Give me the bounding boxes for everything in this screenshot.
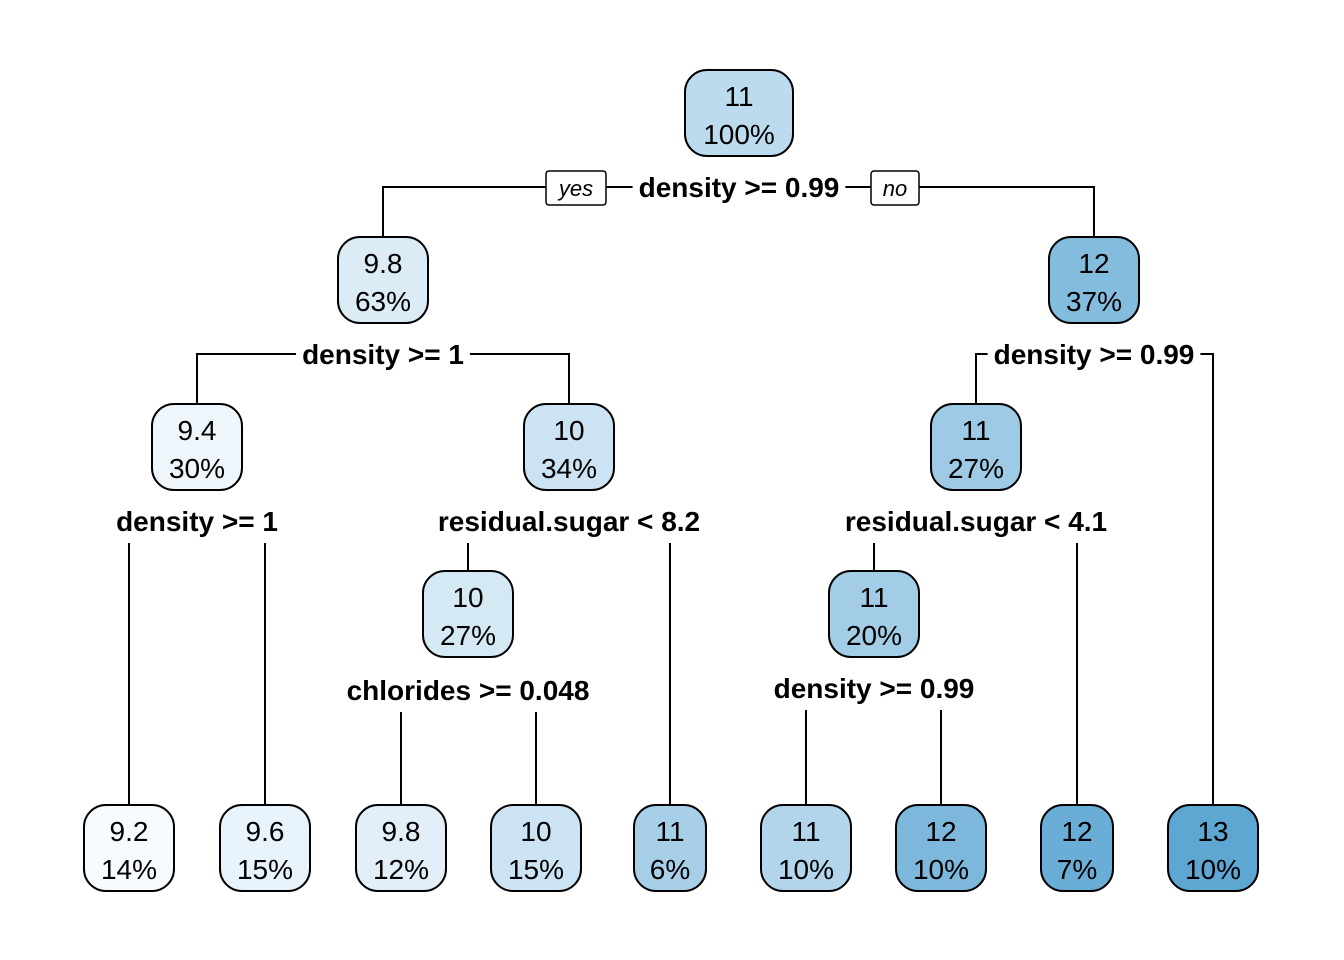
tree-edges — [128, 186, 1214, 805]
node-percent-l6: 10% — [778, 854, 834, 885]
no-branch-label: no — [883, 176, 907, 201]
node-percent-l7: 10% — [913, 854, 969, 885]
root-branch-labels: yes no — [545, 170, 920, 206]
node-percent-l8: 7% — [1057, 854, 1097, 885]
node-value-l6: 11 — [791, 816, 820, 847]
split-condition-n6: residual.sugar < 4.1 — [845, 506, 1107, 537]
tree-nodes: 11100%9.863%1237%9.430%1034%1127%1027%11… — [83, 69, 1259, 892]
tree-node-l5: 116% — [633, 804, 707, 892]
node-box-l7 — [895, 804, 987, 892]
node-box-n12 — [828, 570, 920, 658]
edge-root-right — [919, 186, 1095, 237]
node-box-l2 — [219, 804, 311, 892]
node-percent-n2: 63% — [355, 286, 411, 317]
node-percent-l5: 6% — [650, 854, 690, 885]
tree-node-l8: 127% — [1040, 804, 1114, 892]
edge-n2-right — [469, 353, 570, 404]
node-box-l9 — [1167, 804, 1259, 892]
node-value-n3: 12 — [1078, 248, 1109, 279]
node-box-root — [684, 69, 794, 157]
node-box-l8 — [1040, 804, 1114, 892]
node-value-l2: 9.6 — [246, 816, 285, 847]
node-box-l6 — [760, 804, 852, 892]
node-box-l4 — [490, 804, 582, 892]
node-percent-n12: 20% — [846, 620, 902, 651]
split-condition-n3: density >= 0.99 — [994, 339, 1195, 370]
node-value-n6: 11 — [961, 415, 990, 446]
node-percent-root: 100% — [703, 119, 775, 150]
split-condition-root: density >= 0.99 — [639, 172, 840, 203]
node-value-root: 11 — [724, 81, 753, 112]
tree-node-l1: 9.214% — [83, 804, 175, 892]
edge-root-left — [382, 186, 546, 237]
node-value-l3: 9.8 — [382, 816, 421, 847]
node-percent-l9: 10% — [1185, 854, 1241, 885]
node-box-l5 — [633, 804, 707, 892]
node-box-n6 — [930, 403, 1022, 491]
edge-n3-right — [1200, 353, 1214, 805]
yes-branch-label: yes — [557, 176, 593, 201]
node-percent-l3: 12% — [373, 854, 429, 885]
node-value-l7: 12 — [925, 816, 956, 847]
node-value-n2: 9.8 — [364, 248, 403, 279]
node-box-n4 — [151, 403, 243, 491]
node-box-n2 — [337, 236, 429, 324]
node-percent-l2: 15% — [237, 854, 293, 885]
split-condition-n10: chlorides >= 0.048 — [347, 675, 590, 706]
node-value-l8: 12 — [1061, 816, 1092, 847]
edge-n3-left — [975, 353, 988, 404]
node-percent-n6: 27% — [948, 453, 1004, 484]
node-box-n10 — [422, 570, 514, 658]
node-percent-n5: 34% — [541, 453, 597, 484]
split-condition-n2: density >= 1 — [302, 339, 464, 370]
yes-branch-box — [545, 170, 607, 206]
node-value-l4: 10 — [520, 816, 551, 847]
split-conditions: density >= 0.99 density >= 1 density >= 0.… — [116, 172, 1194, 706]
node-value-n10: 10 — [452, 582, 483, 613]
no-branch-box — [870, 170, 920, 206]
node-value-n4: 9.4 — [178, 415, 217, 446]
node-box-l1 — [83, 804, 175, 892]
split-condition-n12: density >= 0.99 — [774, 673, 975, 704]
node-box-l3 — [355, 804, 447, 892]
node-percent-n10: 27% — [440, 620, 496, 651]
node-value-l1: 9.2 — [110, 816, 149, 847]
tree-node-root: 11 100% — [684, 69, 794, 157]
node-value-l9: 13 — [1197, 816, 1228, 847]
node-value-l5: 11 — [655, 816, 684, 847]
tree-node-l2: 9.615% — [219, 804, 311, 892]
node-percent-n3: 37% — [1066, 286, 1122, 317]
node-value-n5: 10 — [553, 415, 584, 446]
node-box-n5 — [523, 403, 615, 491]
split-condition-n5: residual.sugar < 8.2 — [438, 506, 700, 537]
edge-n2-left — [196, 353, 297, 404]
node-value-n12: 11 — [859, 582, 888, 613]
tree-node-n4: 9.430% — [151, 403, 243, 491]
node-box-n3 — [1048, 236, 1140, 324]
split-condition-n4: density >= 1 — [116, 506, 278, 537]
tree-node-n2: 9.863% — [337, 236, 429, 324]
node-percent-l4: 15% — [508, 854, 564, 885]
tree-node-l3: 9.812% — [355, 804, 447, 892]
node-percent-l1: 14% — [101, 854, 157, 885]
node-percent-n4: 30% — [169, 453, 225, 484]
